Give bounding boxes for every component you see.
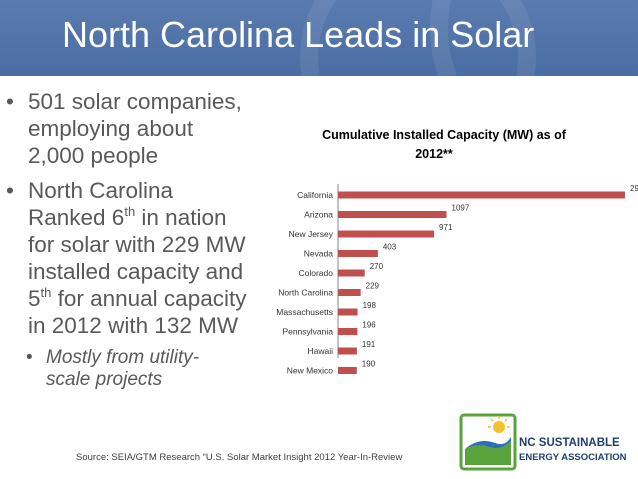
data-label: 191 <box>362 340 376 349</box>
category-label: Colorado <box>299 268 334 278</box>
bar-new-jersey <box>338 230 435 238</box>
bar-massachusetts <box>338 308 358 316</box>
bullet-line: North Carolina <box>28 178 174 203</box>
bar-pennsylvania <box>338 328 358 335</box>
bullet-line: for solar with 229 MW <box>28 232 246 257</box>
data-label: 196 <box>362 321 376 330</box>
source-note: Source: SEIA/GTM Research “U.S. Solar Ma… <box>76 452 403 463</box>
bullet-item: • North Carolina Ranked 6th in nation fo… <box>6 177 276 339</box>
bullet-marker: • <box>6 89 14 114</box>
bullet-marker: • <box>26 347 33 368</box>
data-label: 403 <box>383 243 397 252</box>
bar-hawaii <box>338 347 357 355</box>
bar-nevada <box>338 250 378 257</box>
category-label: North Carolina <box>278 288 333 298</box>
bullet-item: • 501 solar companies, employing about 2… <box>6 88 276 169</box>
bar-north-carolina <box>338 289 361 296</box>
bullet-line: 501 solar companies, <box>28 89 242 114</box>
category-label: Pennsylvania <box>282 327 333 337</box>
bullet-line: installed capacity and <box>28 259 244 284</box>
bullet-line: Ranked 6th in nation <box>28 204 227 230</box>
category-label: Arizona <box>304 210 333 220</box>
chart-title-line-2: 2012** <box>415 147 453 161</box>
bullet-line: in 2012 with 132 MW <box>28 313 239 338</box>
category-label: New Jersey <box>289 229 334 239</box>
bullet-line: 5th for annual capacity <box>28 285 247 311</box>
logo-text-1: NC SUSTAINABLE <box>519 437 620 449</box>
bar-new-mexico <box>338 367 357 374</box>
data-label: 270 <box>370 262 384 271</box>
data-label: 190 <box>362 360 376 369</box>
category-label: Hawaii <box>307 346 333 356</box>
bar-arizona <box>338 211 447 218</box>
logo-text-2: ENERGY ASSOCIATION <box>519 452 627 463</box>
bullet-line: scale projects <box>46 369 163 390</box>
bullet-list: • 501 solar companies, employing about 2… <box>6 88 276 391</box>
data-label: 1097 <box>452 204 470 213</box>
chart-title-line-1: Cumulative Installed Capacity (MW) as of <box>322 128 567 142</box>
category-label: New Mexico <box>287 366 334 376</box>
data-label: 2901 <box>630 184 638 193</box>
data-label: 971 <box>439 223 453 232</box>
bar-colorado <box>338 269 365 277</box>
slide-title: North Carolina Leads in Solar <box>62 14 535 55</box>
bar-group: California 2901 Arizona 1097 New Jersey 971 Ne… <box>276 184 638 376</box>
bullet-marker: • <box>6 178 14 203</box>
category-label: Massachusetts <box>276 307 333 317</box>
data-label: 229 <box>366 282 380 291</box>
nc-sustainable-logo <box>459 413 517 471</box>
sub-bullet-item: • Mostly from utility- scale projects <box>6 347 276 391</box>
bullet-line: employing about <box>28 116 194 141</box>
bullet-line: 2,000 people <box>28 143 159 168</box>
bullet-line: Mostly from utility- <box>46 347 200 368</box>
category-label: California <box>297 190 333 200</box>
data-label: 198 <box>363 301 377 310</box>
bar-california <box>338 191 625 199</box>
category-label: Nevada <box>304 249 334 259</box>
title-bar: North Carolina Leads in Solar <box>0 0 638 76</box>
